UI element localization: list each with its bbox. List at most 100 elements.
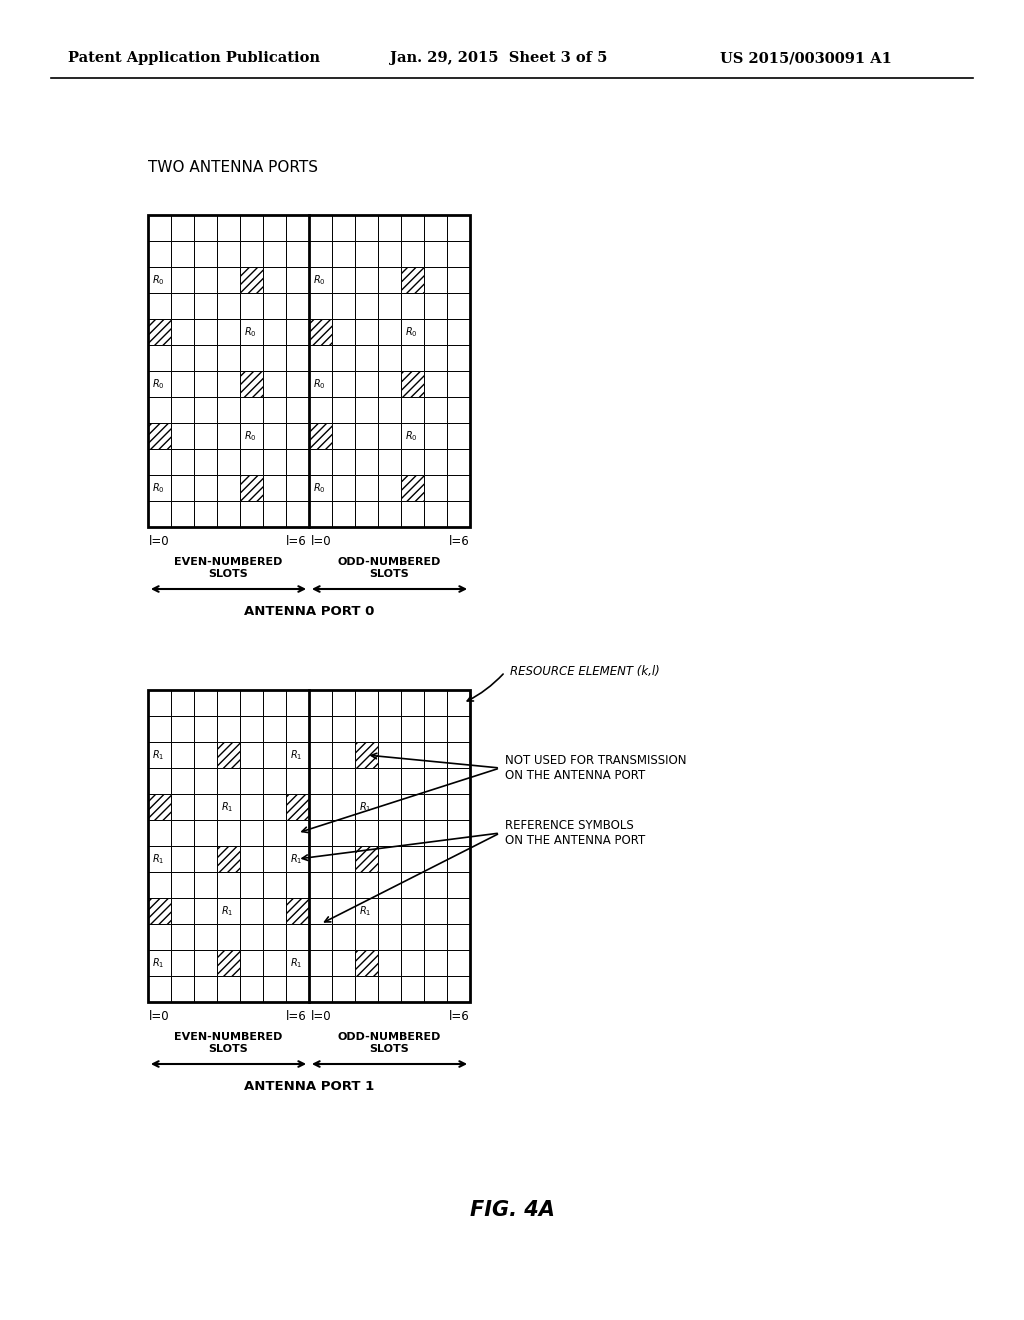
Bar: [378, 873, 401, 898]
Bar: [171, 690, 194, 715]
Text: SLOTS: SLOTS: [209, 1044, 249, 1053]
Text: SLOTS: SLOTS: [370, 1044, 410, 1053]
Bar: [401, 898, 424, 924]
Bar: [171, 742, 194, 768]
Text: l=0: l=0: [311, 1010, 332, 1023]
Bar: [148, 768, 171, 795]
Bar: [447, 795, 470, 820]
Bar: [148, 397, 171, 422]
Text: $R_1$: $R_1$: [290, 748, 302, 762]
Bar: [194, 422, 217, 449]
Bar: [240, 422, 263, 449]
Text: $R_0$: $R_0$: [244, 429, 257, 444]
Bar: [194, 715, 217, 742]
Bar: [355, 422, 378, 449]
Bar: [424, 873, 447, 898]
Bar: [217, 319, 240, 345]
Text: $R_1$: $R_1$: [221, 904, 233, 917]
Bar: [286, 422, 309, 449]
Bar: [424, 924, 447, 950]
Bar: [217, 242, 240, 267]
Bar: [332, 873, 355, 898]
Bar: [194, 502, 217, 527]
Bar: [217, 846, 240, 873]
Text: $R_1$: $R_1$: [290, 956, 302, 970]
Bar: [309, 795, 332, 820]
Bar: [401, 924, 424, 950]
Bar: [401, 215, 424, 242]
Text: ANTENNA PORT 1: ANTENNA PORT 1: [244, 1080, 374, 1093]
Bar: [171, 924, 194, 950]
Bar: [240, 898, 263, 924]
Bar: [309, 768, 332, 795]
Bar: [332, 768, 355, 795]
Bar: [378, 795, 401, 820]
Text: REFERENCE SYMBOLS
ON THE ANTENNA PORT: REFERENCE SYMBOLS ON THE ANTENNA PORT: [505, 818, 645, 847]
Bar: [194, 293, 217, 319]
Bar: [148, 242, 171, 267]
Bar: [240, 267, 263, 293]
Bar: [424, 397, 447, 422]
Bar: [263, 873, 286, 898]
Bar: [286, 975, 309, 1002]
Text: $R_1$: $R_1$: [153, 748, 165, 762]
Bar: [148, 267, 171, 293]
Bar: [424, 690, 447, 715]
Bar: [401, 345, 424, 371]
Bar: [332, 397, 355, 422]
Bar: [194, 397, 217, 422]
Text: $R_0$: $R_0$: [313, 480, 326, 495]
Bar: [263, 397, 286, 422]
Bar: [263, 975, 286, 1002]
Bar: [148, 715, 171, 742]
Bar: [424, 950, 447, 975]
Bar: [447, 690, 470, 715]
Bar: [148, 742, 171, 768]
Bar: [309, 502, 332, 527]
Bar: [378, 319, 401, 345]
Bar: [355, 319, 378, 345]
Bar: [217, 475, 240, 502]
Bar: [332, 475, 355, 502]
Bar: [332, 924, 355, 950]
Bar: [424, 502, 447, 527]
Bar: [171, 267, 194, 293]
Bar: [355, 267, 378, 293]
Bar: [401, 715, 424, 742]
Bar: [355, 690, 378, 715]
Bar: [286, 267, 309, 293]
Bar: [447, 242, 470, 267]
Bar: [309, 215, 332, 242]
Bar: [378, 267, 401, 293]
Bar: [194, 242, 217, 267]
Bar: [194, 768, 217, 795]
Bar: [355, 950, 378, 975]
Bar: [194, 475, 217, 502]
Bar: [355, 242, 378, 267]
Bar: [263, 293, 286, 319]
Bar: [378, 924, 401, 950]
Bar: [355, 795, 378, 820]
Text: EVEN-NUMBERED: EVEN-NUMBERED: [174, 1032, 283, 1041]
Text: l=6: l=6: [450, 1010, 470, 1023]
Bar: [263, 690, 286, 715]
Bar: [148, 319, 171, 345]
Bar: [309, 846, 332, 873]
Bar: [401, 319, 424, 345]
Bar: [217, 502, 240, 527]
Bar: [194, 267, 217, 293]
Bar: [240, 371, 263, 397]
Bar: [217, 898, 240, 924]
Bar: [355, 715, 378, 742]
Bar: [378, 215, 401, 242]
Text: EVEN-NUMBERED: EVEN-NUMBERED: [174, 557, 283, 568]
Bar: [286, 950, 309, 975]
Bar: [148, 898, 171, 924]
Bar: [286, 215, 309, 242]
Bar: [378, 345, 401, 371]
Bar: [401, 242, 424, 267]
Bar: [332, 795, 355, 820]
Bar: [240, 345, 263, 371]
Bar: [309, 422, 332, 449]
Bar: [309, 742, 332, 768]
